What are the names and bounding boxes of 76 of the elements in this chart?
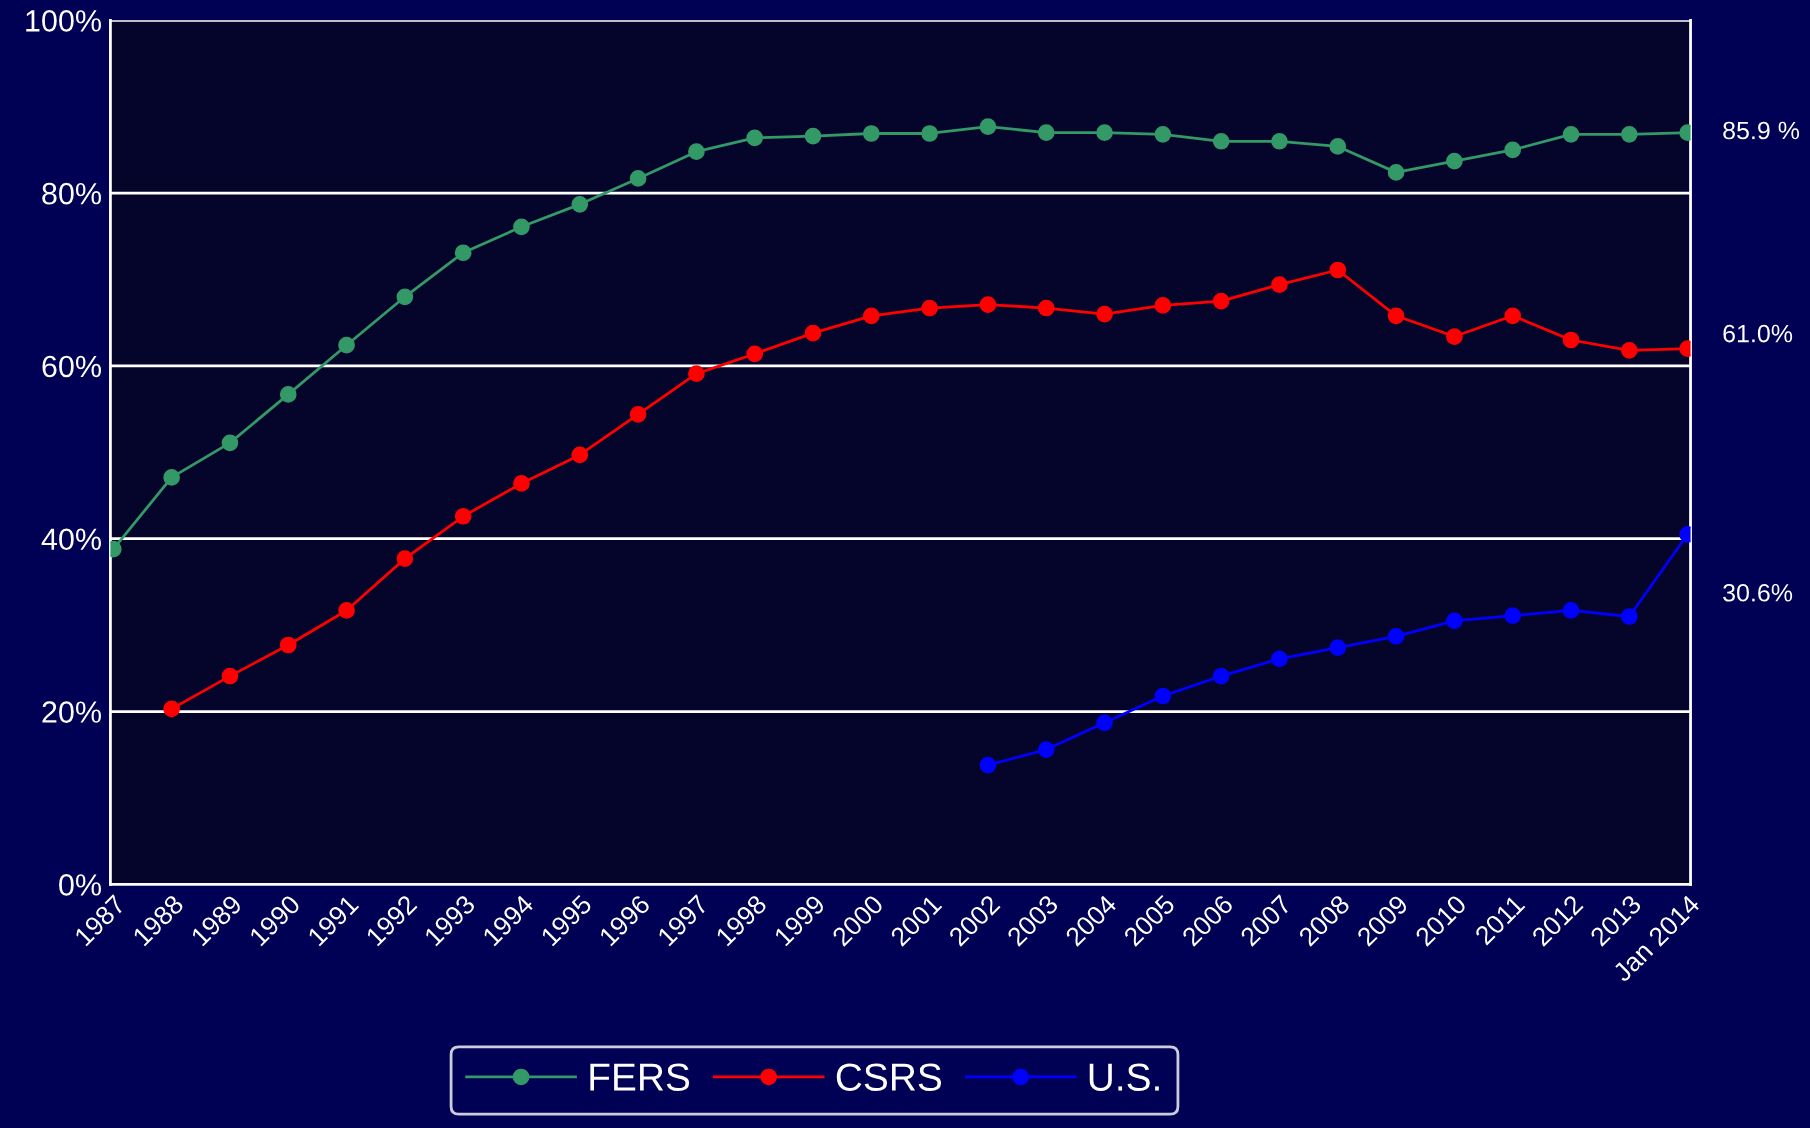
point <box>979 756 997 774</box>
point <box>163 469 180 486</box>
y-tick-label: 20% <box>42 701 101 723</box>
point <box>1096 305 1113 323</box>
point <box>571 196 589 213</box>
point <box>1504 141 1522 159</box>
point <box>338 602 355 619</box>
y-tick-label: 100% <box>26 10 101 32</box>
point <box>979 118 997 135</box>
point <box>1620 126 1638 143</box>
point <box>396 288 414 306</box>
point <box>513 475 530 492</box>
point <box>1620 342 1638 359</box>
point <box>513 218 530 236</box>
point <box>1271 276 1288 294</box>
point <box>454 507 472 525</box>
point <box>1446 328 1463 345</box>
point <box>1387 628 1405 645</box>
y-tick-label: 80% <box>42 182 101 205</box>
point <box>1387 164 1405 181</box>
point <box>862 125 880 142</box>
point <box>629 405 647 423</box>
point <box>746 129 764 147</box>
point <box>279 636 297 654</box>
point <box>746 345 764 363</box>
point <box>221 667 239 685</box>
point <box>1271 132 1288 150</box>
point <box>1212 292 1230 310</box>
point <box>1562 331 1580 349</box>
legend-label: U.S. <box>1089 1063 1159 1091</box>
point <box>1037 299 1055 317</box>
point <box>1037 741 1055 758</box>
text: 61.0% <box>1723 324 1793 343</box>
point <box>629 170 647 187</box>
point <box>1446 152 1463 170</box>
legend-label: CSRS <box>836 1063 942 1091</box>
point <box>804 324 822 342</box>
point <box>1154 297 1172 314</box>
point <box>1329 639 1347 656</box>
y-tick-label: 0% <box>59 874 101 896</box>
point <box>1562 126 1580 143</box>
point <box>1271 650 1288 668</box>
text: 30.6% <box>1723 583 1793 602</box>
point <box>1096 714 1113 732</box>
point <box>979 296 997 313</box>
point <box>396 550 414 567</box>
point <box>921 125 938 142</box>
point <box>1096 124 1113 141</box>
point <box>1154 687 1172 705</box>
point <box>163 700 180 718</box>
point <box>221 434 239 452</box>
point <box>1620 608 1638 625</box>
point <box>1562 602 1580 619</box>
point <box>338 336 355 354</box>
y-tick-label: 60% <box>42 355 101 378</box>
point <box>1329 261 1347 279</box>
point <box>1387 307 1405 325</box>
point <box>571 446 589 464</box>
text: 85.9 % <box>1723 121 1800 140</box>
point <box>1037 124 1055 141</box>
point <box>279 386 297 403</box>
point <box>1504 307 1522 325</box>
point <box>688 365 705 383</box>
point <box>1154 126 1172 143</box>
point <box>862 307 880 325</box>
y-tick-label: 40% <box>41 528 101 551</box>
legend-label: FERS <box>590 1063 690 1091</box>
point <box>1212 667 1230 685</box>
point <box>921 299 938 317</box>
point <box>688 143 705 160</box>
point <box>1446 612 1463 630</box>
point <box>454 244 472 262</box>
point <box>1504 607 1522 624</box>
point <box>804 127 822 145</box>
point <box>1329 138 1347 155</box>
point <box>1212 132 1230 150</box>
